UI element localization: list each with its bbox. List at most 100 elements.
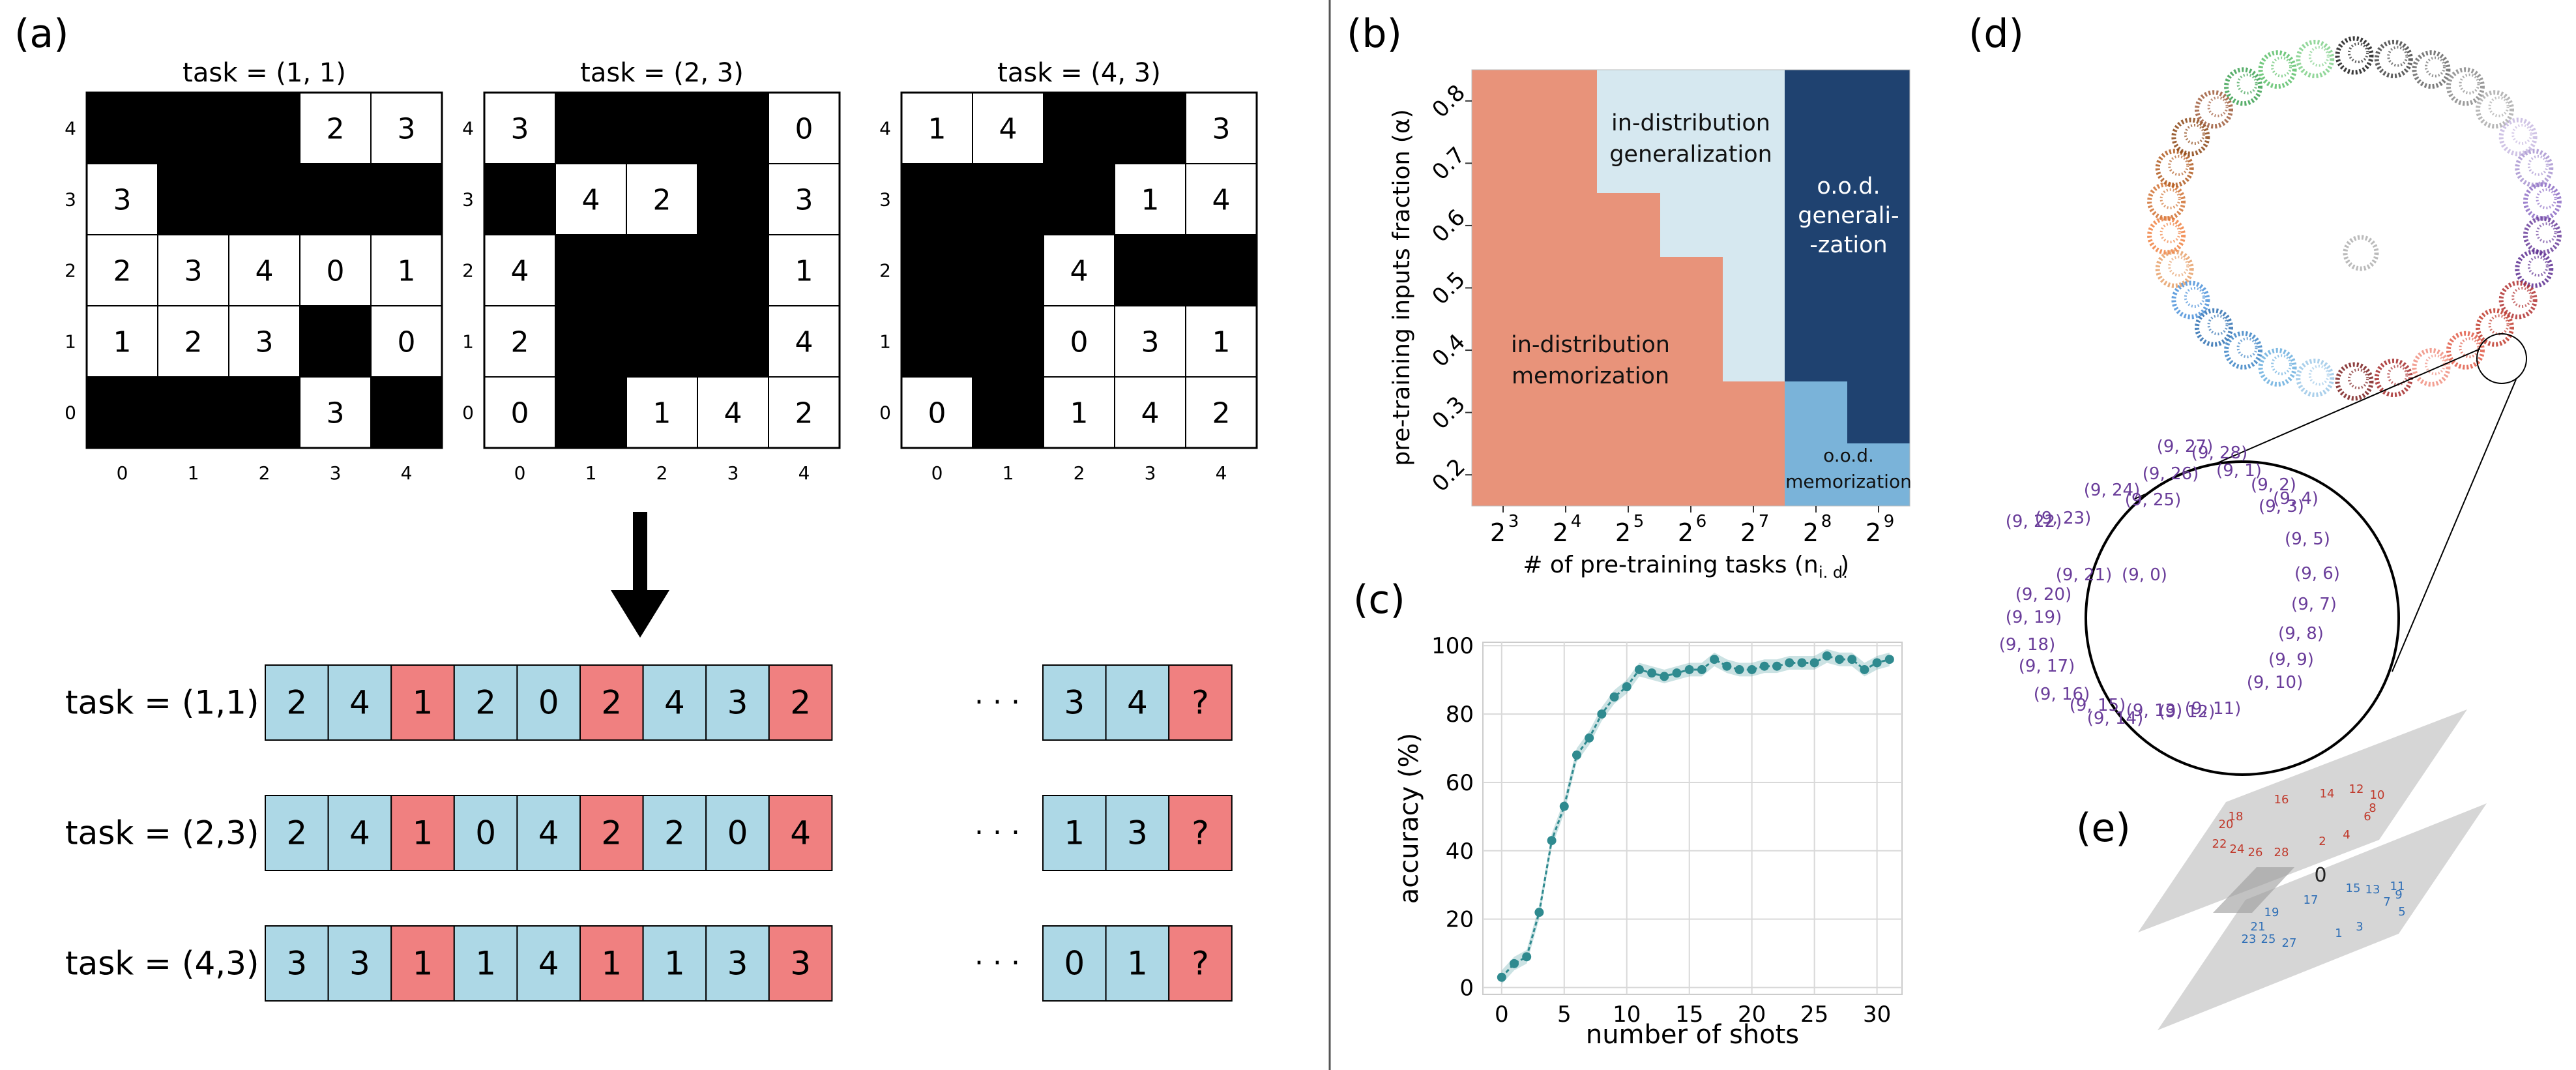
grid-cell-black: [299, 163, 372, 235]
grid-y-tick: 2: [879, 260, 891, 282]
embedding-cluster-inner: [2184, 124, 2205, 145]
grid-x-tick: 0: [514, 462, 526, 484]
sequence-ellipsis: · · ·: [974, 947, 1020, 980]
grid-cell-value: 1: [653, 397, 671, 430]
chart-point: [1585, 733, 1594, 743]
grid-cell-value: 0: [1070, 326, 1089, 359]
sequence-cell-value: 3: [349, 945, 370, 983]
chart-point: [1710, 655, 1720, 664]
sequence-cell-value: 4: [790, 814, 811, 852]
grid-cell: [1114, 163, 1186, 235]
grid-frame: [483, 91, 841, 449]
sequence-input-cell: [705, 664, 770, 741]
label-id-memorization-2: memorization: [1512, 363, 1669, 389]
grid-cell-value: 4: [1212, 184, 1231, 217]
sequence-cell-value: 3: [1127, 814, 1148, 852]
zoom-point-label: (9, 10): [2247, 673, 2303, 692]
chart-plot-area: [1482, 642, 1903, 995]
grid-cell-value: 3: [327, 397, 345, 430]
grid-cell: [1185, 376, 1257, 449]
lower-plane-label: 21: [2251, 920, 2266, 934]
grid-cell-black: [157, 376, 229, 449]
sequence-output-cell: [579, 664, 644, 741]
chart-x-label: number of shots: [1586, 1020, 1799, 1050]
sequence-output-cell: [768, 925, 833, 1002]
embedding-cluster-inner: [2424, 56, 2446, 78]
sequence-cell-value: 1: [1064, 814, 1085, 852]
task-sequences: task = (1,1) 2 4 1 2 0 2 4 3 2 · · · 3 4 ? task = (2,3…: [65, 664, 1233, 1002]
sequence-output-cell: [579, 925, 644, 1002]
chart-y-tick-label: 80: [1446, 702, 1474, 728]
sequence-cell-value: ?: [1192, 684, 1209, 722]
phase-x-label-close: ): [1840, 552, 1849, 578]
grid-x-tick: 3: [727, 462, 739, 484]
chart-y-tick-label: 40: [1446, 839, 1474, 865]
grid-cell-value: 0: [928, 397, 946, 430]
sequence-cell-value: 2: [286, 814, 307, 852]
upper-plane-label: 8: [2369, 801, 2376, 815]
upper-plane-label: 2: [2319, 835, 2326, 848]
chart-point: [1884, 655, 1894, 664]
embedding-cluster-inner: [2536, 188, 2557, 209]
lower-plane-label: 19: [2264, 906, 2279, 919]
region-id-memorization: [1472, 70, 1785, 506]
sequence-cell-value: 0: [1064, 945, 1085, 983]
embedding-cluster: [2258, 50, 2297, 89]
chart-point: [1772, 661, 1782, 671]
embedding-cluster-inner: [2308, 364, 2330, 386]
grid-cell-black: [1114, 234, 1186, 306]
grid-y-tick: 3: [462, 189, 474, 211]
grid-title: task = (4, 3): [997, 58, 1161, 88]
sequence-label: task = (4,3): [65, 945, 259, 983]
embedding-cluster-inner: [2527, 256, 2549, 277]
zoom-point-label: (9, 20): [2015, 585, 2071, 604]
grid-cell: [626, 163, 698, 235]
accuracy-chart: 0 5 10 15 20 25 30 0 20 40 60 80 100 number of shots a…: [1394, 633, 1903, 1050]
zoom-point-label: (9, 22): [2006, 512, 2062, 531]
embedding-cluster-inner: [2168, 155, 2189, 176]
grid-cell-value: 3: [398, 113, 416, 146]
embedding-cluster: [2374, 359, 2413, 398]
embedding-cluster-inner: [2159, 188, 2181, 209]
zoom-point-label: (9, 21): [2056, 565, 2112, 585]
grid-x-tick: 1: [585, 462, 597, 484]
label-ood-generalization-3: -zation: [1809, 232, 1888, 258]
chart-point: [1747, 664, 1757, 674]
grid-cell: [1185, 305, 1257, 378]
chart-y-tick-label: 60: [1446, 770, 1474, 796]
phase-x-tick-label: 2: [1866, 518, 1881, 547]
grid-x-tick: 1: [1003, 462, 1014, 484]
phase-diagram: [1471, 69, 1910, 507]
grid-cell-black: [1043, 92, 1115, 164]
grid-cell-black: [972, 305, 1044, 378]
sequence-output-cell: [390, 664, 455, 741]
chart-x-tick-label: 10: [1613, 1002, 1641, 1028]
sequence-cell-value: 4: [349, 684, 370, 722]
grid-cell: [484, 305, 556, 378]
panel-label-a: (a): [14, 11, 69, 57]
chart-point: [1559, 801, 1569, 811]
phase-labels: in-distribution generalization in-distribu…: [1511, 110, 1912, 492]
grid-cell-black: [1114, 92, 1186, 164]
embedding-cluster-inner: [2527, 155, 2549, 176]
embedding-cluster-inner: [2488, 96, 2510, 117]
chart-point: [1509, 959, 1519, 968]
grid-cell-value: 3: [113, 184, 132, 217]
chart-point: [1860, 664, 1869, 674]
chart-point: [1597, 709, 1607, 719]
chart-x-tick-label: 5: [1557, 1002, 1572, 1028]
sequence-cell-value: 1: [601, 945, 622, 983]
grid-y-tick: 0: [879, 402, 891, 424]
grid-cell-value: 0: [795, 113, 813, 146]
embedding-cluster-inner: [2459, 337, 2480, 359]
zoom-point-label: (9, 23): [2035, 509, 2091, 528]
chart-point: [1572, 750, 1581, 760]
chart-point: [1872, 658, 1882, 668]
sequence-cell-value: 1: [475, 945, 496, 983]
upper-plane-label: 10: [2370, 788, 2385, 802]
sequence-cell-value: 3: [1064, 684, 1085, 722]
grid-cell: [370, 92, 443, 164]
sequence-input-cell: [1105, 925, 1170, 1002]
sequence-input-cell: [453, 664, 518, 741]
grid-cell-black: [1043, 163, 1115, 235]
